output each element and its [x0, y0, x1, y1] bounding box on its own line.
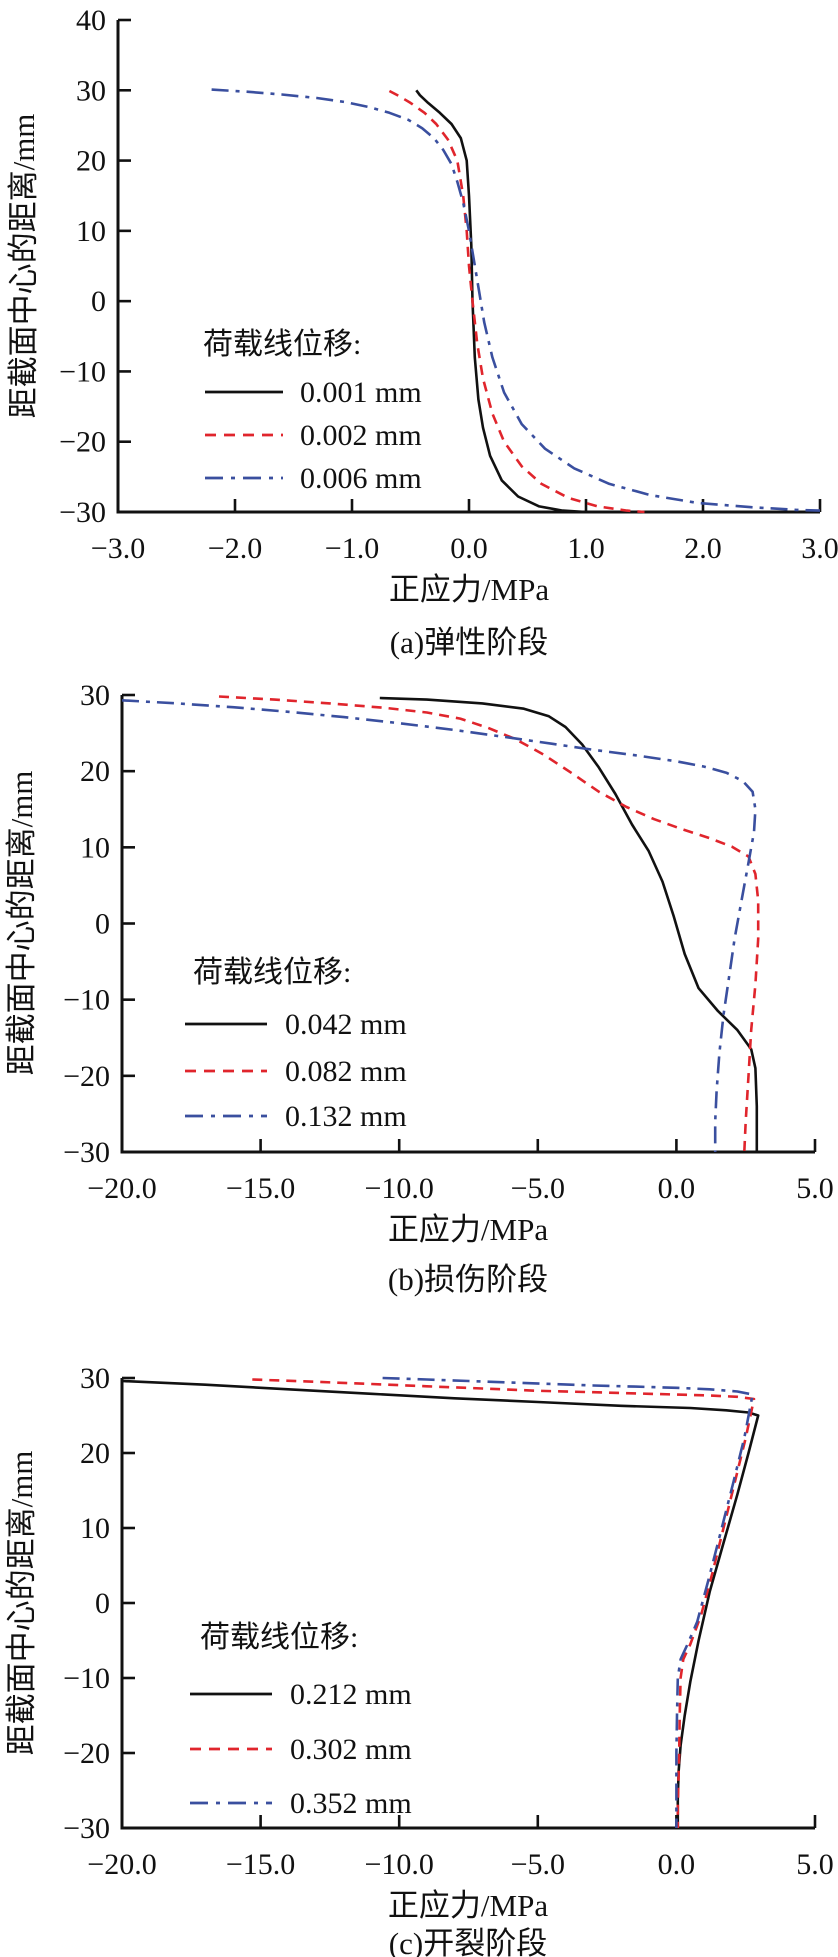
- x-axis-title-b: 正应力/MPa: [388, 1212, 548, 1247]
- curve-0.302mm: [252, 1378, 756, 1828]
- caption-c: (c)开裂阶段: [389, 1926, 547, 1957]
- y-tick-label: 30: [76, 74, 106, 107]
- legend-label: 0.001 mm: [300, 376, 422, 409]
- legend-label: 0.132 mm: [285, 1100, 407, 1133]
- y-tick-label: −20: [63, 1737, 110, 1770]
- legend-label: 0.006 mm: [300, 462, 422, 495]
- plot-area-b: 30 20 10 0 −10 −20 −30−20.0 −15.0 −10.0 −5.0 0.0 5.…: [63, 679, 834, 1205]
- legend-title: 荷载线位移:: [203, 328, 361, 361]
- x-tick-label: −5.0: [511, 1172, 565, 1205]
- y-tick-label: 40: [76, 4, 106, 37]
- legend-label: 0.002 mm: [300, 419, 422, 452]
- x-tick-label: −20.0: [87, 1848, 156, 1881]
- y-tick-label: 20: [80, 1437, 110, 1470]
- x-tick-label: −1.0: [325, 532, 379, 565]
- x-tick-label: 3.0: [801, 532, 838, 565]
- panel-c: 30 20 10 0 −10 −20 −30 −20.0 −15.0 −10.0 −5.0 0.0 5.…: [0, 1310, 838, 1957]
- curve-0.212mm: [121, 1379, 760, 1828]
- axis-spines: [120, 695, 815, 1154]
- x-tick-label: −2.0: [208, 532, 262, 565]
- axis-spines: [120, 1378, 815, 1830]
- chart-panel-a: 40 30 20 10 0 −10 −20 −30−3.0 −2.0 −1.0 0.0 1.0 2.0 3…: [6, 4, 838, 660]
- panel-b: 30 20 10 0 −10 −20 −30 −20.0 −15.0 −10.0 −5.0 0.0 5.…: [0, 660, 838, 1310]
- x-tick-label: −10.0: [364, 1848, 433, 1881]
- curve-0.006mm: [211, 88, 821, 512]
- x-tick-label: 0.0: [658, 1172, 696, 1205]
- curve-0.352mm: [382, 1376, 754, 1828]
- x-tick-label: 0.0: [450, 532, 488, 565]
- y-tick-label: −30: [63, 1136, 110, 1169]
- x-tick-label: 2.0: [684, 532, 722, 565]
- x-tick-label: −3.0: [91, 532, 145, 565]
- x-tick-label: 5.0: [796, 1172, 834, 1205]
- y-tick-label: −10: [63, 1662, 110, 1695]
- legend-label: 0.352 mm: [290, 1787, 412, 1820]
- chart-panel-c: 30 20 10 0 −10 −20 −30−20.0 −15.0 −10.0 −5.0 0.0 5.…: [4, 1362, 834, 1957]
- x-tick-label: 5.0: [796, 1848, 834, 1881]
- x-tick-label: −20.0: [87, 1172, 156, 1205]
- y-tick-label: 0: [95, 1587, 110, 1620]
- y-tick-label: 30: [80, 679, 110, 712]
- y-axis-title-b: 距截面中心的距离/mm: [4, 771, 39, 1076]
- y-tick-label: 0: [91, 285, 106, 318]
- y-tick-label: 10: [80, 1512, 110, 1545]
- y-tick-label: −30: [63, 1812, 110, 1845]
- x-tick-label: −10.0: [364, 1172, 433, 1205]
- legend-title: 荷载线位移:: [200, 1621, 358, 1654]
- curve-0.002mm: [388, 89, 645, 514]
- y-tick-label: −30: [59, 496, 106, 529]
- panel-a: 40 30 20 10 0 −10 −20 −30 −3.0 −2.0 −1.0 0.0 1.0 2.0 3…: [0, 0, 838, 660]
- x-tick-label: 1.0: [567, 532, 605, 565]
- y-tick-label: 0: [95, 908, 110, 941]
- y-tick-label: 20: [76, 145, 106, 178]
- legend-label: 0.212 mm: [290, 1678, 412, 1711]
- legend-title: 荷载线位移:: [193, 956, 351, 989]
- plot-area-c: 30 20 10 0 −10 −20 −30−20.0 −15.0 −10.0 −5.0 0.0 5.…: [63, 1362, 834, 1881]
- legend-label: 0.082 mm: [285, 1055, 407, 1088]
- legend-label: 0.042 mm: [285, 1008, 407, 1041]
- curve-0.042mm: [379, 696, 759, 1152]
- y-tick-label: −10: [59, 355, 106, 388]
- x-axis-title-a: 正应力/MPa: [389, 572, 549, 607]
- y-axis-title-c: 距截面中心的距离/mm: [4, 1451, 39, 1756]
- caption-b: (b)损伤阶段: [388, 1262, 548, 1297]
- curve-0.132mm: [121, 699, 757, 1152]
- chart-panel-b: 30 20 10 0 −10 −20 −30−20.0 −15.0 −10.0 −5.0 0.0 5.…: [4, 679, 834, 1297]
- plot-area-a: 40 30 20 10 0 −10 −20 −30−3.0 −2.0 −1.0 0.0 1.0 2.0 3…: [59, 4, 838, 565]
- y-tick-label: −20: [63, 1060, 110, 1093]
- y-tick-label: 20: [80, 755, 110, 788]
- x-tick-label: 0.0: [658, 1848, 696, 1881]
- y-axis-title-a: 距截面中心的距离/mm: [6, 114, 41, 419]
- curve-0.082mm: [218, 695, 760, 1153]
- x-tick-label: −15.0: [226, 1172, 295, 1205]
- y-tick-label: 10: [76, 215, 106, 248]
- y-tick-label: 30: [80, 1362, 110, 1395]
- x-tick-label: −5.0: [511, 1848, 565, 1881]
- y-tick-label: −10: [63, 984, 110, 1017]
- x-tick-label: −15.0: [226, 1848, 295, 1881]
- caption-a: (a)弹性阶段: [390, 625, 548, 660]
- y-tick-label: −20: [59, 426, 106, 459]
- y-tick-label: 10: [80, 831, 110, 864]
- legend-label: 0.302 mm: [290, 1733, 412, 1766]
- curve-0.001mm: [415, 89, 587, 514]
- x-axis-title-c: 正应力/MPa: [388, 1888, 548, 1923]
